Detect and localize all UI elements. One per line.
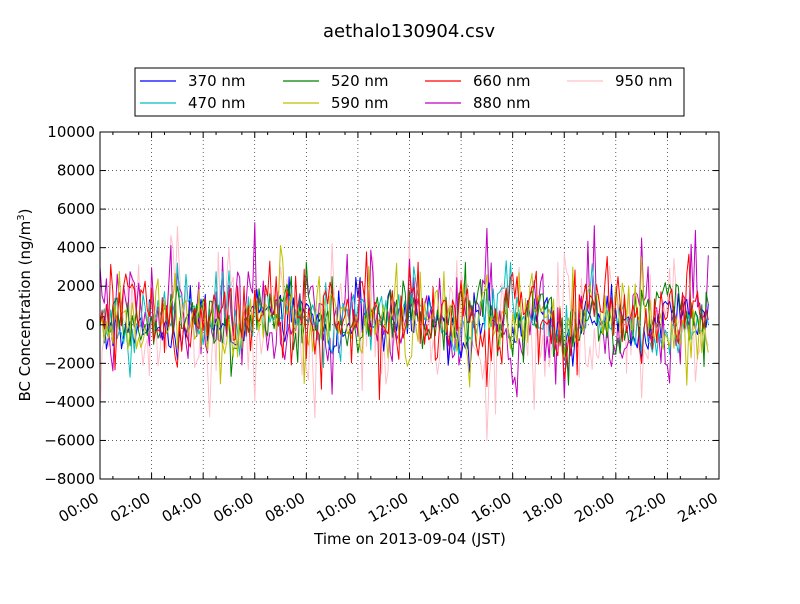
x-tick-label: 04:00 [159, 489, 205, 526]
x-tick-label: 12:00 [365, 489, 411, 526]
series-line-590-nm [99, 245, 709, 388]
legend-item: 880 nm [425, 94, 531, 112]
y-tick-label: −8000 [44, 470, 95, 488]
legend-label: 520 nm [331, 72, 389, 90]
x-tick-label: 24:00 [675, 489, 721, 526]
legend-frame [134, 67, 685, 117]
legend-item: 520 nm [283, 72, 389, 90]
y-tick-label: 4000 [57, 239, 95, 257]
legend-label: 590 nm [331, 94, 389, 112]
x-tick-label: 06:00 [210, 489, 256, 526]
x-tick-label: 14:00 [417, 489, 463, 526]
legend-label: 370 nm [188, 72, 246, 90]
x-tick-label: 02:00 [107, 489, 153, 526]
x-tick-label: 10:00 [313, 489, 359, 526]
x-axis-label: Time on 2013-09-04 (JST) [313, 530, 506, 548]
y-tick-label: 10000 [47, 123, 95, 141]
axis-ticks [99, 131, 720, 480]
y-tick-label: −6000 [44, 431, 95, 449]
y-tick-label: 0 [85, 316, 95, 334]
y-axis-label-superscript: 3 [16, 214, 27, 220]
legend-item: 370 nm [140, 72, 246, 90]
legend-item: 660 nm [425, 72, 531, 90]
x-tick-label: 16:00 [468, 489, 514, 526]
x-tick-label: 18:00 [520, 489, 566, 526]
y-tick-label: 2000 [57, 277, 95, 295]
x-axis-tick-labels: 00:00 02:00 04:00 06:00 08:00 10:00 12:00 14:00… [56, 489, 721, 526]
series-layer [99, 222, 709, 441]
series-line-520-nm [99, 261, 709, 386]
y-tick-label: −4000 [44, 393, 95, 411]
chart-title: aethalo130904.csv [323, 21, 495, 42]
x-tick-label: 00:00 [56, 489, 102, 526]
legend-label: 950 nm [615, 72, 673, 90]
y-axis-label-close: ) [16, 209, 34, 215]
legend-item: 470 nm [140, 94, 246, 112]
legend: 370 nm 470 nm 520 nm 590 nm 660 nm 880 nm 950 … [134, 67, 685, 117]
legend-label: 470 nm [188, 94, 246, 112]
series-line-660-nm [99, 251, 709, 401]
y-tick-label: 6000 [57, 200, 95, 218]
x-tick-label: 08:00 [262, 489, 308, 526]
legend-label: 880 nm [473, 94, 531, 112]
x-tick-label: 22:00 [623, 489, 669, 526]
legend-item: 950 nm [567, 72, 673, 90]
y-axis-label-main: BC Concentration (ng/m [16, 221, 34, 402]
series-line-370-nm [99, 276, 709, 373]
legend-label: 660 nm [473, 72, 531, 90]
x-tick-label: 20:00 [571, 489, 617, 526]
y-axis-label: BC Concentration (ng/m3) [16, 209, 34, 402]
y-tick-label: −2000 [44, 354, 95, 372]
legend-item: 590 nm [283, 94, 389, 112]
y-tick-label: 8000 [57, 162, 95, 180]
y-axis-tick-labels: −8000 −6000 −4000 −2000 0 2000 4000 6000 8000 100… [44, 123, 95, 488]
